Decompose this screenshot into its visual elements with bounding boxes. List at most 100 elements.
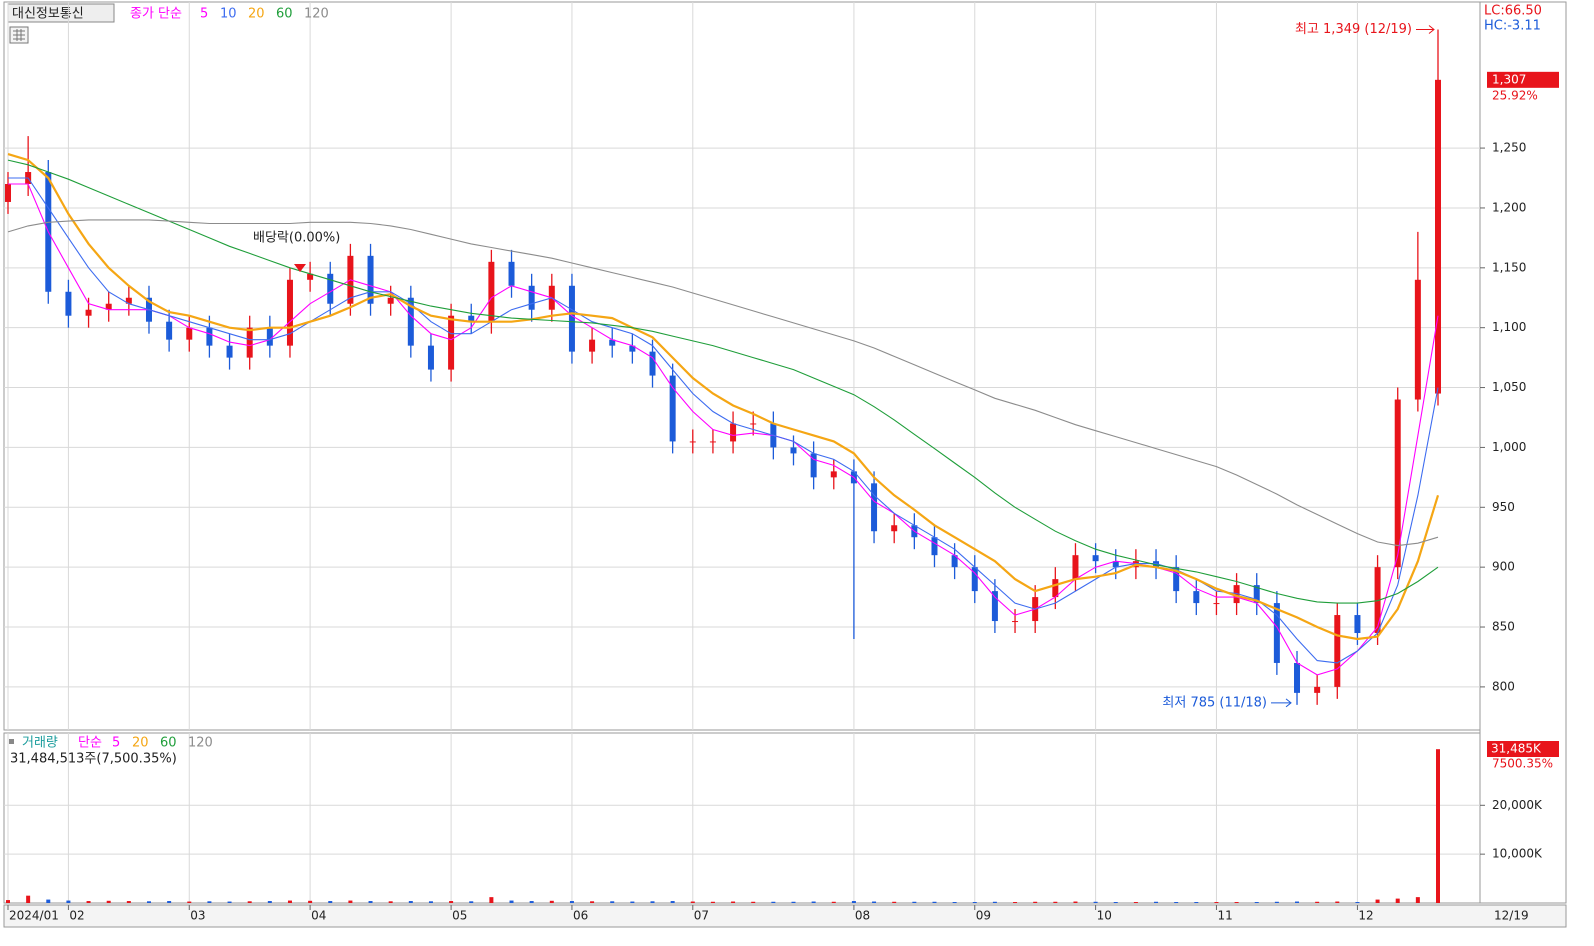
candle-body	[730, 423, 737, 442]
volume-bar	[66, 900, 71, 903]
volume-bar	[207, 901, 212, 903]
volume-bar	[388, 901, 393, 903]
volume-bar	[146, 901, 151, 903]
candle-body	[307, 273, 314, 280]
candle-body	[327, 273, 334, 304]
legend-entry[interactable]: 120	[188, 736, 213, 751]
volume-last: 31,485K	[1491, 742, 1542, 756]
candle-body	[1314, 686, 1321, 693]
legend-entry[interactable]: 60	[276, 7, 293, 22]
volume-bar	[1415, 897, 1420, 903]
ticker-name: 대신정보통신	[12, 7, 84, 22]
x-tick-label: 09	[976, 909, 991, 923]
candle-body	[1193, 591, 1200, 604]
last-price-box	[1487, 71, 1559, 88]
volume-bar	[992, 901, 997, 903]
x-tick-label: 10	[1097, 909, 1112, 923]
legend-entry[interactable]: 20	[248, 7, 265, 22]
candle-body	[427, 345, 434, 370]
candle-body	[891, 525, 898, 532]
candle-body	[790, 447, 797, 454]
candle-body	[669, 375, 676, 442]
volume-bar	[287, 900, 292, 903]
volume-bar	[1295, 901, 1300, 903]
x-last-date: 12/19	[1494, 909, 1529, 923]
candle-body	[971, 567, 978, 592]
volume-bar	[529, 901, 534, 903]
candle-body	[609, 339, 616, 346]
y-tick-label: 850	[1492, 620, 1515, 634]
ma-line	[7, 159, 1439, 604]
candle-body	[105, 303, 112, 310]
candle-body	[286, 279, 293, 346]
volume-bar	[1013, 902, 1018, 904]
candle-body	[1092, 555, 1099, 562]
volume-bar	[811, 901, 816, 903]
volume-bar	[972, 902, 977, 904]
legend-entry[interactable]: 120	[304, 7, 329, 22]
volume-bar	[1274, 901, 1279, 903]
candle-body	[246, 327, 253, 358]
candle-body	[488, 261, 495, 322]
y-tick-label: 20,000K	[1492, 798, 1543, 812]
volume-bar	[912, 901, 917, 903]
volume-bar	[6, 900, 10, 903]
candle-body	[830, 471, 837, 478]
volume-bar	[952, 902, 957, 904]
volume-bar	[731, 901, 736, 903]
volume-bar	[1073, 901, 1078, 903]
volume-bar	[670, 901, 675, 903]
volume-bar	[489, 897, 494, 903]
low-annotation: 최저 785 (11/18)	[1162, 695, 1267, 710]
candle-body	[1173, 567, 1180, 592]
volume-bar	[368, 901, 373, 903]
ma-line	[7, 153, 1440, 641]
candle-body	[468, 315, 475, 322]
volume-bar	[1355, 902, 1360, 904]
lc-label: LC:66.50	[1484, 4, 1542, 19]
volume-bar	[267, 901, 272, 903]
y-tick-label: 900	[1492, 560, 1515, 574]
legend-entry[interactable]: 5	[200, 7, 208, 22]
candle-body	[5, 184, 11, 202]
x-tick-label: 02	[69, 909, 84, 923]
high-annotation: 최고 1,349 (12/19)	[1295, 22, 1412, 37]
volume-bar	[106, 900, 111, 903]
candle-body	[951, 555, 958, 568]
x-tick-label: 12	[1358, 909, 1373, 923]
candle-body	[1233, 585, 1240, 604]
volume-bar	[1234, 902, 1239, 904]
volume-last-box	[1487, 741, 1559, 757]
candle-body	[750, 423, 757, 425]
legend-entry[interactable]: 20	[132, 736, 149, 751]
hc-label: HC:-3.11	[1484, 19, 1541, 34]
volume-bar	[1254, 902, 1259, 904]
volume-last-change: 7500.35%	[1492, 757, 1553, 771]
grid-icon-lines	[13, 29, 25, 41]
volume-bar	[328, 901, 333, 903]
candle-body	[85, 309, 92, 316]
volume-bar	[872, 901, 877, 903]
y-tick-label: 1,150	[1492, 260, 1526, 274]
candle-body	[367, 255, 374, 304]
x-tick-label: 2024/01	[9, 909, 59, 923]
volume-bar	[1194, 902, 1199, 904]
candle-body	[649, 351, 656, 376]
volume-bar	[1053, 901, 1058, 903]
legend-entry[interactable]: 10	[220, 7, 237, 22]
candle-body	[589, 339, 596, 352]
volume-bar	[1395, 898, 1400, 903]
legend-entry[interactable]: 60	[160, 736, 177, 751]
volume-title: 거래량	[22, 736, 58, 751]
legend-entry[interactable]: 5	[112, 736, 120, 751]
candle-body	[1253, 585, 1260, 604]
candle-body	[1334, 615, 1341, 687]
volume-bar	[428, 901, 433, 903]
candle-body	[1072, 555, 1079, 580]
candle-body	[528, 285, 535, 310]
candle-body	[448, 315, 455, 370]
volume-bar	[851, 901, 856, 903]
candle-body	[1294, 662, 1301, 693]
